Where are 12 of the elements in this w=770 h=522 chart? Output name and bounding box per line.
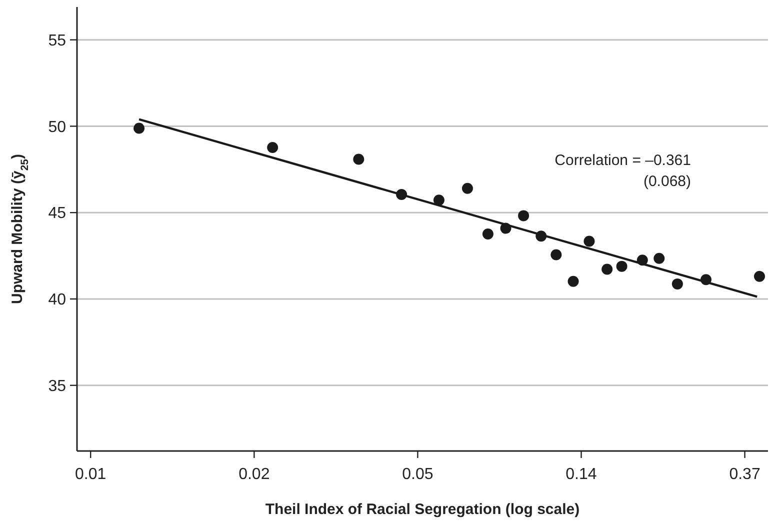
y-tick-label: 55 [48, 32, 66, 50]
y-tick-label: 40 [48, 292, 66, 309]
y-tick-label: 35 [48, 378, 66, 395]
x-tick-label: 0.05 [402, 466, 434, 483]
y-tick-label: 50 [48, 118, 66, 136]
annotation: Correlation = –0.361 (0.068) [554, 152, 691, 190]
x-tick-label: 0.14 [566, 466, 597, 483]
x-tick-label: 0.37 [729, 466, 760, 483]
x-tick-label: 0.02 [238, 466, 270, 483]
x-axis-title: Theil Index of Racial Segregation (log scale) [265, 501, 580, 518]
y-tick-label: 45 [48, 205, 66, 222]
x-tick-label: 0.01 [75, 466, 106, 483]
